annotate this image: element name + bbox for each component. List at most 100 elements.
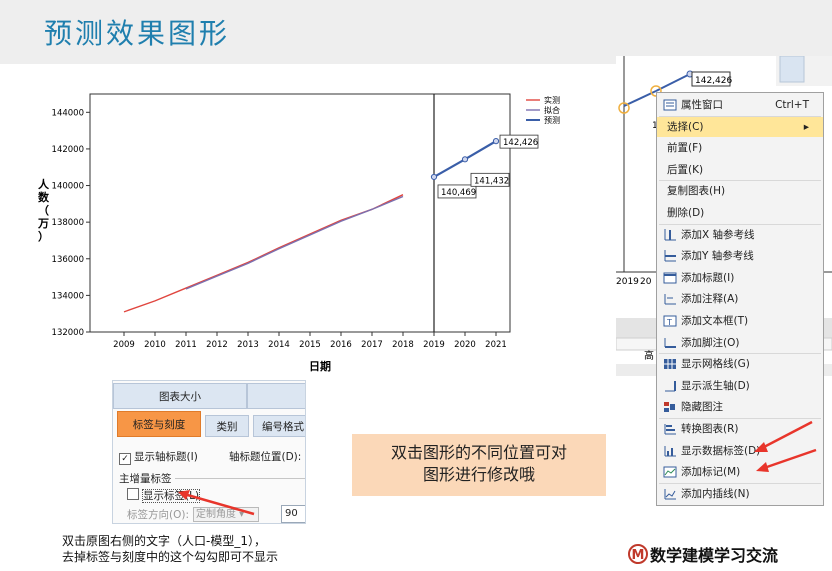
screenshot-partial-text: 高 — [644, 349, 654, 362]
data-label-box — [470, 172, 510, 187]
markers-icon — [663, 466, 677, 478]
x-tick-label: 2018 — [392, 340, 414, 350]
logo-mark: M — [628, 544, 648, 564]
menu-item-3[interactable]: 后置(K) — [657, 160, 823, 180]
menu-item-label: 隐藏图注 — [681, 401, 723, 414]
y-tick-label: 142000 — [52, 145, 84, 155]
y-tick-label: 136000 — [52, 255, 84, 265]
menu-item-4[interactable]: 复制图表(H) — [657, 181, 823, 201]
instruction-caption: 双击原图右侧的文字（人口-模型_1）， 去掉标签与刻度中的这个勾勾即可不显示 — [62, 534, 279, 564]
angle-input[interactable]: 90 — [281, 505, 305, 523]
x-tick-label: 2013 — [237, 340, 259, 350]
screenshot-label-partial: 1 — [652, 121, 658, 131]
x-tick-label: 2011 — [175, 340, 197, 350]
menu-item-6[interactable]: 添加X 轴参考线 — [657, 225, 823, 245]
menu-item-label: 属性窗口 — [681, 99, 723, 111]
data-label-box — [437, 184, 477, 199]
screenshot-xtick-2019: 2019 — [616, 277, 639, 287]
y-tick-label: 138000 — [52, 218, 84, 228]
menu-item-label: 添加Y 轴参考线 — [681, 250, 754, 263]
menu-item-11[interactable]: 添加脚注(O) — [657, 333, 823, 353]
y-tick-label: 132000 — [52, 328, 84, 338]
menu-item-label: 前置(F) — [667, 142, 703, 155]
data-label: 140,469 — [441, 188, 476, 198]
brand-logo: M 数学建模学习交流 — [628, 542, 778, 566]
menu-item-18[interactable]: 添加内插线(N) — [657, 484, 823, 504]
tip-callout: 双击图形的不同位置可对 图形进行修改哦 — [352, 434, 606, 496]
menu-item-label: 显示数据标签(D) — [681, 444, 761, 457]
menu-item-label: 显示网格线(G) — [681, 358, 750, 371]
svg-text:T: T — [666, 318, 672, 327]
menu-item-5[interactable]: 删除(D) — [657, 203, 823, 223]
properties-icon — [663, 99, 677, 111]
legend-entry: 拟合 — [544, 105, 560, 115]
textbox-icon: T — [663, 315, 677, 327]
x-tick-label: 2016 — [330, 340, 352, 350]
y-tick-label: 134000 — [52, 291, 84, 301]
menu-item-7[interactable]: 添加Y 轴参考线 — [657, 246, 823, 266]
menu-item-13[interactable]: 显示派生轴(D) — [657, 376, 823, 396]
forecast-point — [461, 156, 469, 163]
menu-item-17[interactable]: 添加标记(M) — [657, 462, 823, 482]
menu-item-14[interactable]: 隐藏图注 — [657, 397, 823, 417]
menu-separator — [659, 418, 821, 419]
data-labels-icon — [664, 445, 676, 457]
series-line-2 — [185, 195, 404, 290]
x-tick-label: 2019 — [423, 340, 445, 350]
tab-blank[interactable] — [247, 383, 305, 409]
menu-item-15[interactable]: 转换图表(R) — [657, 419, 823, 439]
y-axis-label: 人数（万） — [37, 177, 50, 243]
menu-item-label: 添加标题(I) — [681, 271, 735, 284]
menu-item-label: 添加标记(M) — [681, 466, 741, 479]
y-tick-label: 140000 — [52, 182, 84, 192]
show-axis-title-checkbox[interactable]: ✓ — [119, 453, 131, 465]
menu-item-9[interactable]: 添加注释(A) — [657, 289, 823, 309]
menu-item-label: 添加脚注(O) — [681, 336, 740, 349]
x-tick-label: 2020 — [454, 340, 476, 350]
axis-title-position-label: 轴标题位置(D): — [229, 451, 302, 463]
data-label: 141,432 — [474, 176, 509, 186]
gridlines-icon — [664, 359, 676, 370]
logo-text: 数学建模学习交流 — [650, 546, 779, 565]
x-reference-line-icon — [664, 228, 676, 241]
forecast-chart[interactable]: 132000 134000 136000 138000 140000 142000 1440… — [20, 80, 580, 380]
menu-item-0[interactable]: 属性窗口 Ctrl+T — [657, 95, 823, 115]
menu-item-label: 选择(C) — [667, 120, 704, 133]
x-axis-label: 日期 — [309, 359, 331, 373]
data-label: 142,426 — [503, 138, 538, 148]
x-tick-label: 2012 — [206, 340, 228, 350]
tab-labels-ticks[interactable]: 标签与刻度 — [117, 411, 201, 437]
annotation-icon — [664, 294, 676, 305]
x-tick-label: 2014 — [268, 340, 290, 350]
submenu-arrow-icon: ▸ — [803, 120, 809, 133]
x-tick-label: 2021 — [485, 340, 507, 350]
tab-number-format[interactable]: 编号格式 — [253, 415, 305, 437]
tab-chart-size[interactable]: 图表大小 — [113, 383, 247, 409]
interpolation-icon — [664, 488, 676, 500]
label-direction-label: 标签方向(O): — [127, 509, 189, 521]
derived-axis-icon — [665, 380, 676, 392]
tab-category[interactable]: 类别 — [205, 415, 249, 437]
legend-icon — [664, 402, 675, 413]
menu-item-label: 添加内插线(N) — [681, 487, 750, 500]
x-tick-label: 2009 — [113, 340, 135, 350]
menu-shortcut: Ctrl+T — [775, 99, 809, 111]
menu-item-1[interactable]: 选择(C) ▸ — [657, 116, 823, 137]
data-label-box — [499, 134, 539, 149]
screenshot-xtick-20: 20 — [640, 277, 652, 287]
y-tick-label: 144000 — [52, 108, 84, 118]
menu-item-8[interactable]: 添加标题(I) — [657, 268, 823, 288]
menu-item-12[interactable]: 显示网格线(G) — [657, 354, 823, 374]
menu-item-2[interactable]: 前置(F) — [657, 138, 823, 158]
menu-item-label: 添加文本框(T) — [681, 315, 749, 327]
menu-separator — [659, 115, 821, 117]
menu-separator — [659, 353, 821, 355]
x-tick-label: 2010 — [144, 340, 166, 350]
menu-item-10[interactable]: T 添加文本框(T) — [657, 311, 823, 331]
menu-item-label: 添加注释(A) — [681, 293, 739, 306]
show-axis-title-row[interactable]: ✓ 显示轴标题(I) — [119, 449, 198, 465]
show-labels-checkbox[interactable] — [127, 488, 139, 500]
forecast-point — [492, 138, 500, 145]
menu-item-16[interactable]: 显示数据标签(D) — [657, 441, 823, 461]
menu-item-label: 删除(D) — [667, 207, 705, 219]
